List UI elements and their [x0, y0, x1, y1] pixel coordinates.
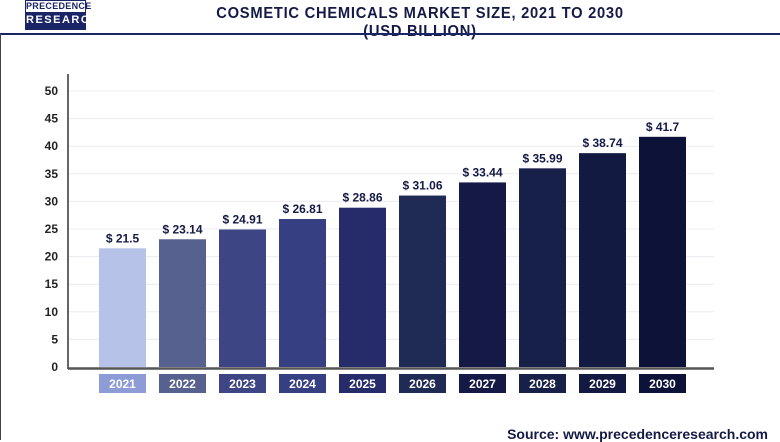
- x-tick-label: 2026: [409, 377, 436, 391]
- bar-2021: [99, 248, 146, 367]
- y-tick-label: 5: [51, 332, 58, 346]
- logo-line1: PRECEDENCE: [26, 1, 92, 11]
- data-label: $ 26.81: [282, 202, 322, 216]
- source-text: Source: www.precedenceresearch.com: [507, 426, 768, 442]
- data-label: $ 33.44: [462, 165, 502, 179]
- header-divider: [0, 33, 780, 35]
- x-label-box: [159, 374, 206, 393]
- bar-2027: [459, 182, 506, 367]
- x-tick-label: 2029: [589, 377, 616, 391]
- bar-2030: [639, 136, 686, 367]
- x-label-box: [339, 374, 386, 393]
- data-label: $ 38.74: [582, 136, 622, 150]
- x-tick-label: 2023: [229, 377, 256, 391]
- x-tick-label: 2025: [349, 377, 376, 391]
- y-tick-label: 0: [51, 360, 58, 374]
- x-tick-label: 2021: [109, 377, 136, 391]
- left-border: [0, 33, 1, 440]
- bar-2024: [279, 219, 326, 367]
- x-tick-label: 2028: [529, 377, 556, 391]
- logo-line2: RESEARCH: [26, 12, 98, 29]
- x-label-box: [279, 374, 326, 393]
- x-tick-label: 2030: [649, 377, 676, 391]
- bar-2029: [579, 153, 626, 367]
- x-label-box: [219, 374, 266, 393]
- x-label-box: [459, 374, 506, 393]
- chart-title: COSMETIC CHEMICALS MARKET SIZE, 2021 TO …: [216, 5, 624, 40]
- x-tick-label: 2024: [289, 377, 316, 391]
- x-tick-label: 2027: [469, 377, 496, 391]
- data-label: $ 23.14: [162, 222, 202, 236]
- x-label-box: [519, 374, 566, 393]
- y-tick-label: 25: [45, 222, 59, 236]
- y-tick-label: 50: [45, 84, 59, 98]
- y-tick-label: 10: [45, 305, 59, 319]
- y-tick-label: 30: [45, 194, 59, 208]
- data-label: $ 21.5: [106, 231, 140, 245]
- bar-2023: [219, 229, 266, 367]
- data-label: $ 24.91: [222, 212, 262, 226]
- y-tick-label: 40: [45, 139, 59, 153]
- x-label-box: [639, 374, 686, 393]
- logo: PRECEDENCE RESEARCH: [25, 0, 98, 30]
- bar-2026: [399, 195, 446, 367]
- x-label-box: [399, 374, 446, 393]
- bar-2028: [519, 168, 566, 367]
- data-label: $ 41.7: [646, 120, 680, 134]
- x-tick-label: 2022: [169, 377, 196, 391]
- x-label-box: [99, 374, 146, 393]
- y-tick-label: 20: [45, 250, 59, 264]
- y-tick-label: 35: [45, 167, 59, 181]
- x-label-box: [579, 374, 626, 393]
- y-tick-label: 45: [45, 112, 59, 126]
- data-label: $ 35.99: [522, 151, 562, 165]
- bar-2025: [339, 207, 386, 367]
- data-label: $ 28.86: [342, 191, 382, 205]
- y-tick-label: 15: [45, 277, 59, 291]
- data-label: $ 31.06: [402, 179, 442, 193]
- bar-2022: [159, 239, 206, 367]
